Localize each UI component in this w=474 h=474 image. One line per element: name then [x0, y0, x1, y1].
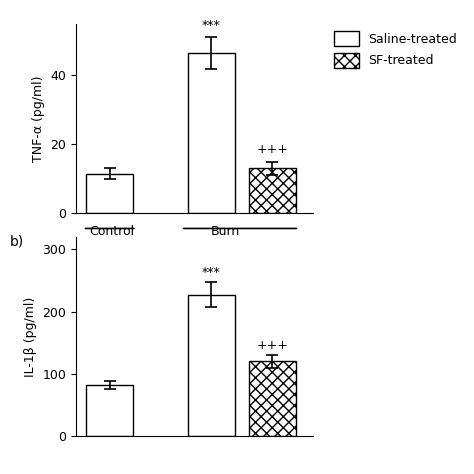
- Bar: [188, 295, 235, 436]
- Text: Burn: Burn: [210, 225, 240, 238]
- Bar: [188, 53, 235, 213]
- Text: +++: +++: [256, 339, 288, 352]
- Bar: [248, 168, 296, 213]
- Bar: [248, 361, 296, 436]
- Text: Control: Control: [89, 225, 134, 238]
- Bar: [86, 173, 133, 213]
- Legend: Saline-treated, SF-treated: Saline-treated, SF-treated: [328, 26, 462, 73]
- Text: Control: Control: [87, 247, 132, 260]
- Bar: [86, 385, 133, 436]
- Y-axis label: IL-1β (pg/ml): IL-1β (pg/ml): [24, 296, 36, 377]
- Text: ***: ***: [202, 19, 220, 32]
- Y-axis label: TNF-α (pg/ml): TNF-α (pg/ml): [32, 75, 45, 162]
- Text: +++: +++: [256, 144, 288, 156]
- Text: b): b): [9, 235, 24, 249]
- Text: ***: ***: [202, 266, 220, 279]
